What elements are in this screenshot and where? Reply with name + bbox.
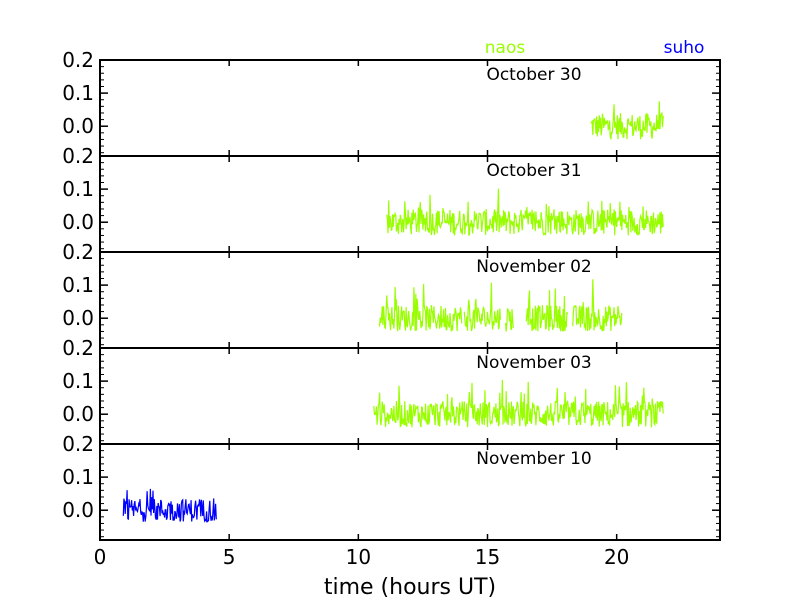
series-line-suho-panel-5-seg-1 bbox=[122, 488, 217, 523]
panel-frame-3 bbox=[99, 251, 721, 349]
x-tick-label: 20 bbox=[604, 545, 629, 569]
panel-title-3: November 02 bbox=[476, 257, 591, 277]
series-line-naos-panel-3-seg-4 bbox=[525, 288, 569, 332]
y-tick-label: 0.0 bbox=[62, 114, 94, 138]
panel-frame-5 bbox=[99, 443, 721, 541]
y-tick-label: 0.2 bbox=[62, 432, 94, 456]
y-tick-label: 0.0 bbox=[62, 306, 94, 330]
x-tick-label: 5 bbox=[223, 545, 236, 569]
y-tick-label: 0.2 bbox=[62, 144, 94, 168]
panel-2: 0.0 0.1 0.2 October 31 bbox=[62, 144, 721, 253]
y-tick-label: 0.1 bbox=[62, 177, 94, 201]
x-tick-label: 0 bbox=[94, 545, 107, 569]
series-line-naos-panel-1-seg-1 bbox=[590, 101, 664, 140]
y-tick-label: 0.2 bbox=[62, 48, 94, 72]
x-tick-label: 10 bbox=[346, 545, 371, 569]
legend-entry-suho: suho bbox=[664, 38, 705, 58]
y-tick-label: 0.1 bbox=[62, 273, 94, 297]
legend-entry-naos: naos bbox=[485, 38, 526, 58]
panel-frame-1 bbox=[99, 59, 721, 157]
x-axis: 0 5 10 15 20 bbox=[94, 545, 630, 569]
panel-title-2: October 31 bbox=[486, 161, 581, 181]
panel-title-1: October 30 bbox=[486, 65, 581, 85]
series-line-naos-panel-3-seg-1 bbox=[378, 283, 463, 332]
x-axis-label: time (hours UT) bbox=[324, 575, 496, 600]
panel-3: 0.0 0.1 0.2 November 02 bbox=[62, 240, 721, 349]
series-line-naos-panel-3-seg-5 bbox=[572, 279, 623, 332]
series-line-naos-panel-4-seg-1 bbox=[373, 379, 664, 428]
panel-title-4: November 03 bbox=[476, 353, 591, 373]
panel-4: 0.0 0.1 0.2 November 03 bbox=[62, 336, 721, 445]
panel-title-5: November 10 bbox=[476, 449, 591, 469]
y-tick-label: 0.0 bbox=[62, 402, 94, 426]
panel-5: 0.0 0.1 0.2 November 10 bbox=[62, 432, 721, 541]
y-tick-label: 0.2 bbox=[62, 240, 94, 264]
y-tick-label: 0.1 bbox=[62, 81, 94, 105]
y-tick-label: 0.1 bbox=[62, 369, 94, 393]
y-tick-label: 0.2 bbox=[62, 336, 94, 360]
panel-frame-2 bbox=[99, 155, 721, 253]
series-line-naos-panel-3-seg-3 bbox=[505, 308, 514, 332]
y-tick-label: 0.0 bbox=[62, 210, 94, 234]
x-tick-label: 15 bbox=[475, 545, 500, 569]
chart-legend: naos suho bbox=[485, 38, 705, 58]
y-tick-label: 0.0 bbox=[62, 498, 94, 522]
series-line-naos-panel-2-seg-1 bbox=[386, 188, 664, 236]
panel-1: 0.0 0.1 0.2 October 30 bbox=[62, 48, 721, 157]
y-tick-label: 0.1 bbox=[62, 465, 94, 489]
series-line-naos-panel-3-seg-2 bbox=[463, 282, 501, 332]
